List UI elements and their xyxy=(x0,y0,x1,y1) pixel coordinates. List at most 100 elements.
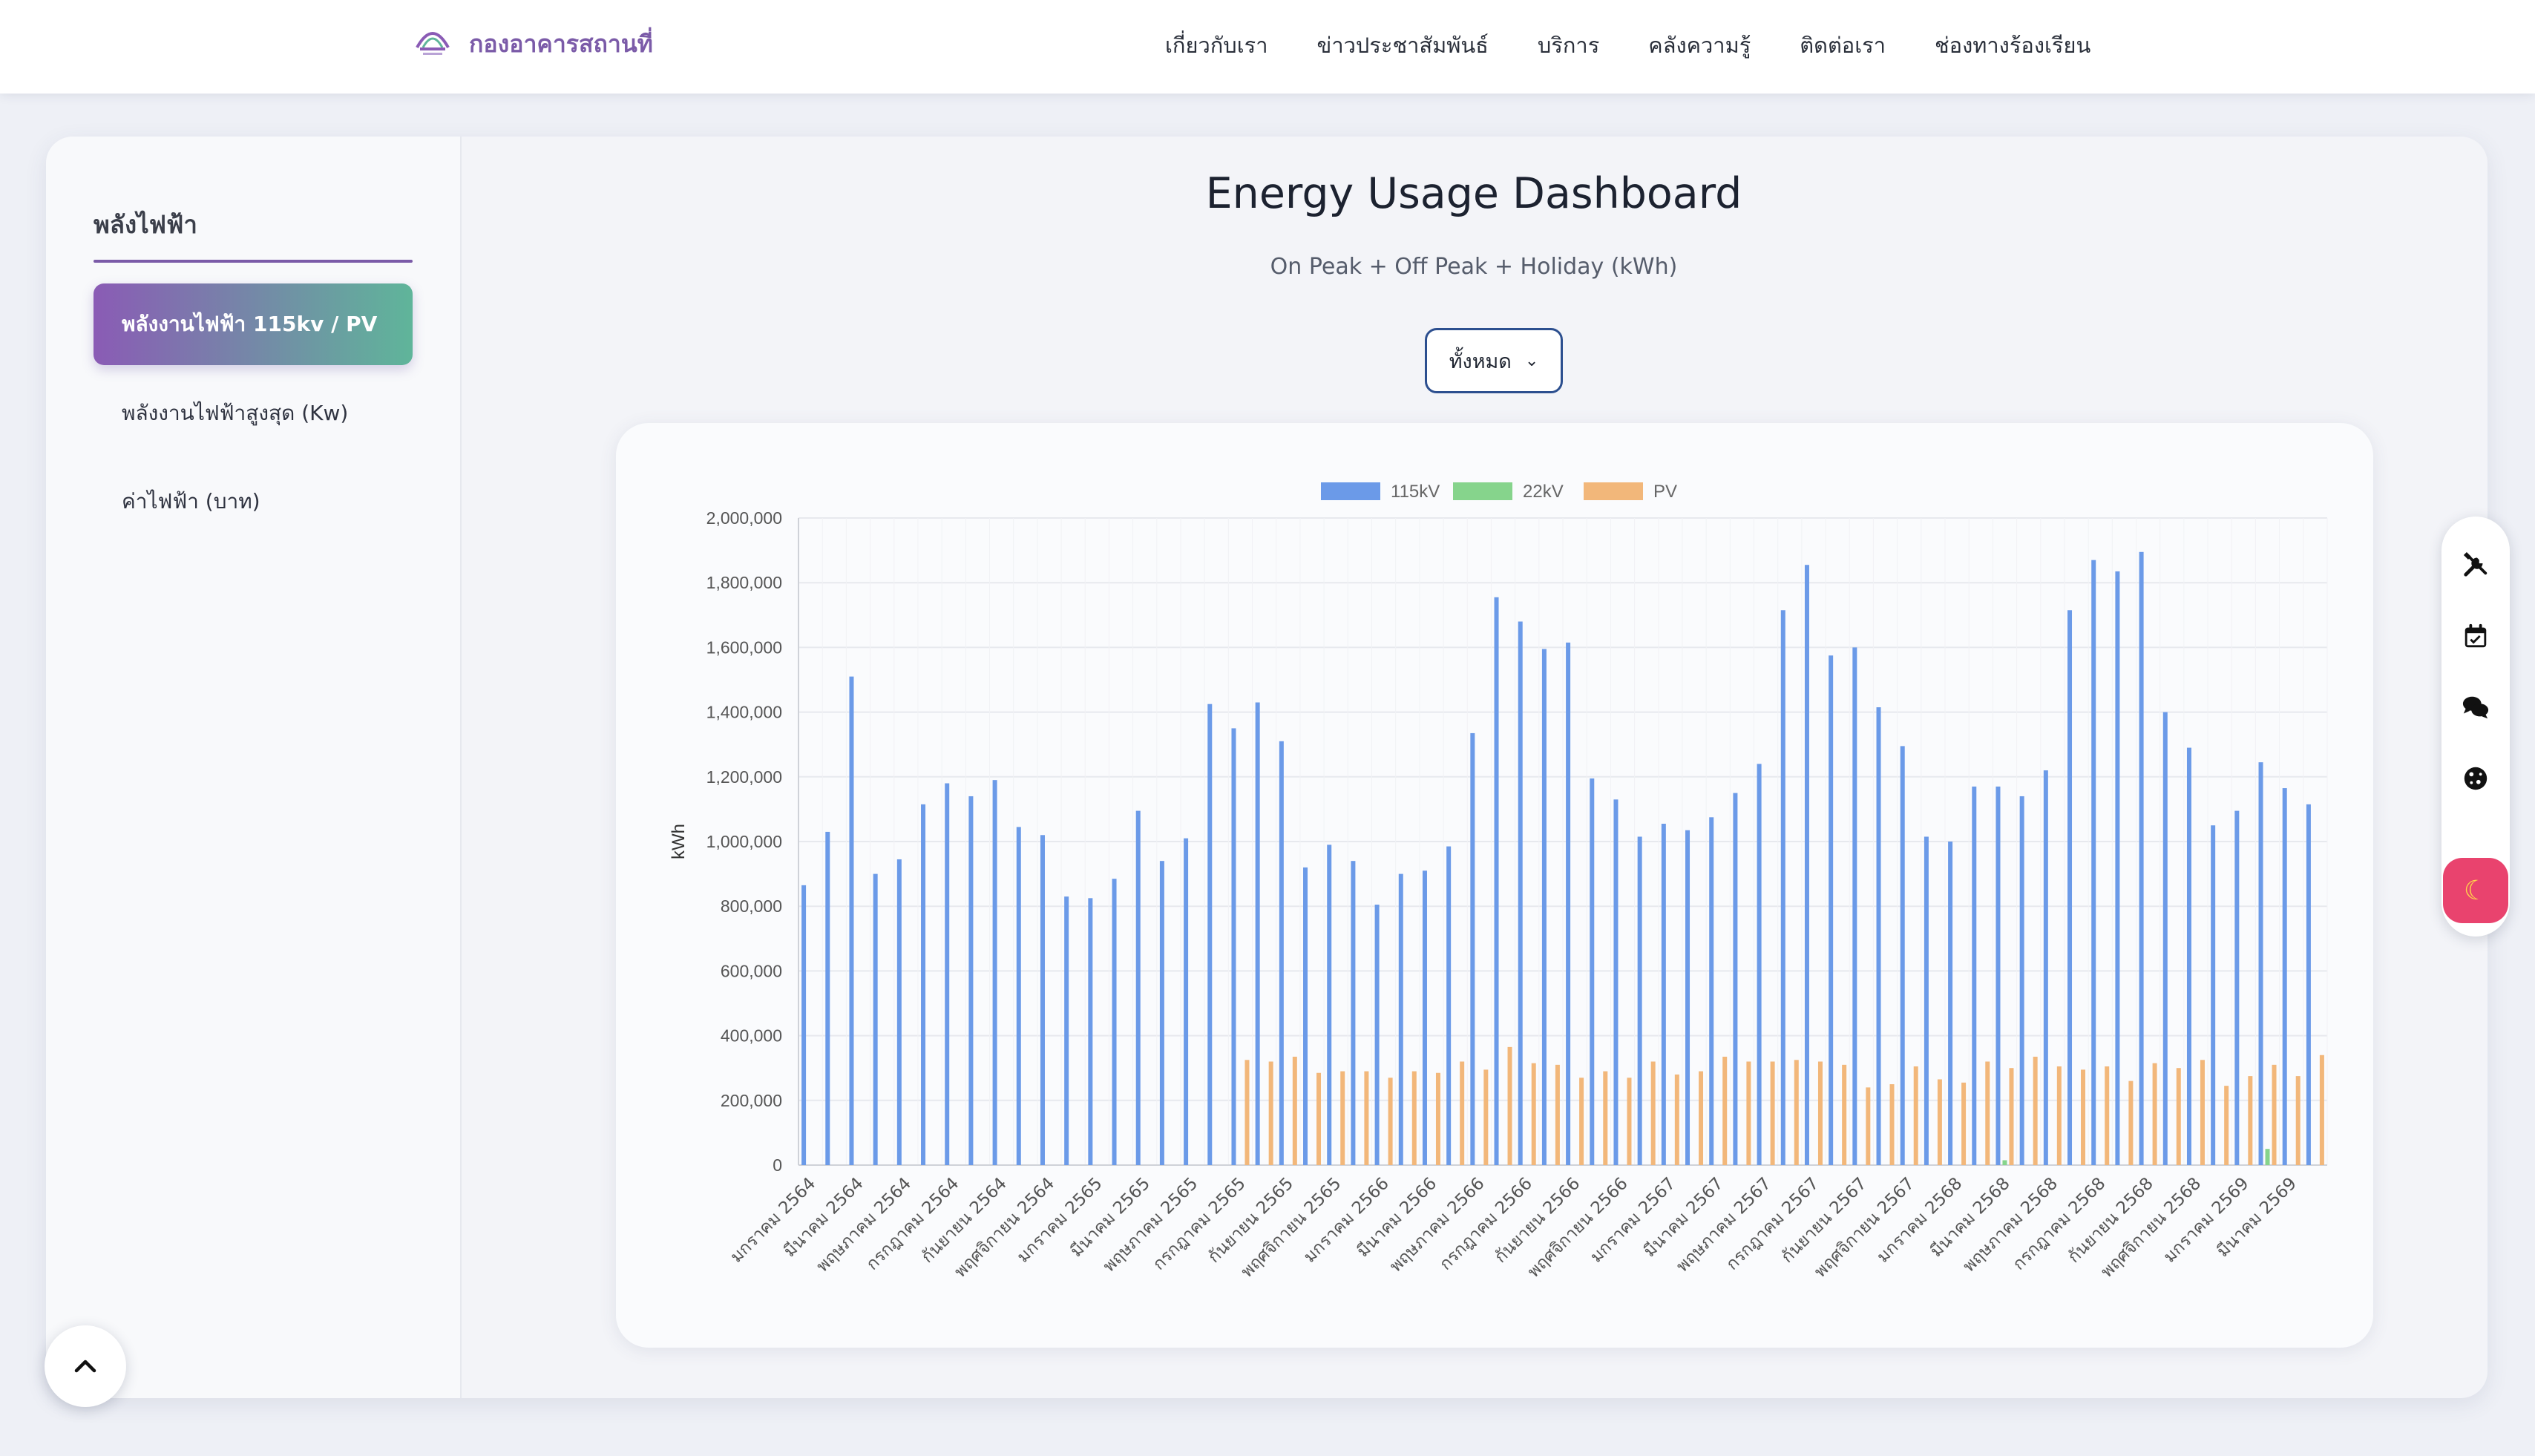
bar-115kV xyxy=(992,780,997,1165)
nav-services[interactable]: บริการ xyxy=(1537,33,1600,58)
bar-115kV xyxy=(873,873,878,1165)
bar-115kV xyxy=(1613,799,1619,1165)
bar-115kV xyxy=(1398,873,1403,1165)
bar-PV xyxy=(1985,1061,1990,1165)
bar-115kV xyxy=(968,796,974,1165)
bar-PV xyxy=(1961,1082,1967,1165)
bar-115kV xyxy=(2139,551,2144,1165)
bar-115kV xyxy=(1780,610,1785,1165)
energy-bar-chart: 0 200,000 400,000 600,000 800,000 1,000,000 1,… xyxy=(669,482,2328,1282)
bar-PV xyxy=(1507,1046,1512,1165)
bar-115kV xyxy=(1016,827,1021,1165)
bar-PV xyxy=(2319,1055,2324,1165)
bar-PV xyxy=(2224,1086,2229,1165)
bar-115kV xyxy=(1327,845,1332,1165)
bar-115kV xyxy=(2211,825,2216,1165)
bar-PV xyxy=(2248,1076,2253,1165)
bar-115kV xyxy=(1064,896,1069,1165)
main-nav: เกี่ยวกับเรา ข่าวประชาสัมพันธ์ บริการ คล… xyxy=(1165,28,2139,62)
bar-115kV xyxy=(945,783,950,1165)
bar-115kV xyxy=(2043,770,2048,1165)
cookie-button[interactable] xyxy=(2441,745,2510,812)
bar-PV xyxy=(1340,1071,1345,1165)
calendar-icon xyxy=(2465,623,2487,648)
brand-name[interactable]: กองอาคารสถานที่ xyxy=(469,30,653,58)
bar-PV xyxy=(1842,1064,1847,1165)
x-tick-label: กันยายน 2566 xyxy=(1491,1174,1584,1267)
bar-115kV xyxy=(2162,712,2168,1165)
bar-PV xyxy=(1913,1066,1918,1165)
bar-115kV xyxy=(1159,861,1164,1165)
calendar-button[interactable] xyxy=(2441,603,2510,669)
bar-115kV xyxy=(825,831,830,1165)
sidebar-underline xyxy=(94,260,413,263)
bar-115kV xyxy=(849,676,854,1165)
nav-news[interactable]: ข่าวประชาสัมพันธ์ xyxy=(1316,33,1489,58)
bar-115kV xyxy=(1590,778,1595,1165)
bar-PV xyxy=(2105,1066,2110,1165)
dashboard-subtitle: On Peak + Off Peak + Holiday (kWh) xyxy=(1270,254,1678,280)
nav-about[interactable]: เกี่ยวกับเรา xyxy=(1165,33,1268,58)
y-tick-label: 1,800,000 xyxy=(706,573,782,592)
bar-115kV xyxy=(2019,796,2024,1165)
bar-PV xyxy=(1531,1063,1536,1165)
bar-PV xyxy=(1722,1056,1728,1165)
bar-PV xyxy=(1316,1072,1322,1165)
y-tick-label: 2,000,000 xyxy=(706,508,782,528)
bar-PV xyxy=(2081,1069,2086,1165)
bar-22kV xyxy=(2002,1160,2007,1165)
nav-contact[interactable]: ติดต่อเรา xyxy=(1800,33,1886,58)
bar-115kV xyxy=(1566,642,1571,1165)
y-tick-label: 1,600,000 xyxy=(706,637,782,657)
bar-115kV xyxy=(1829,655,1834,1165)
logo-icon[interactable] xyxy=(410,18,456,61)
bar-PV xyxy=(1866,1087,1871,1165)
bar-115kV xyxy=(1733,793,1738,1165)
sidebar-item-peak-power[interactable]: พลังงานไฟฟ้าสูงสุด (Kw) xyxy=(122,401,349,425)
bar-115kV xyxy=(1303,867,1308,1165)
bar-115kV xyxy=(1804,565,1809,1165)
bar-115kV xyxy=(2186,747,2191,1165)
bar-115kV xyxy=(1757,764,1762,1165)
bar-PV xyxy=(1699,1071,1704,1165)
bar-115kV xyxy=(2067,610,2073,1165)
bar-115kV xyxy=(1637,836,1642,1165)
bar-PV xyxy=(1746,1061,1751,1165)
bar-PV xyxy=(1292,1056,1297,1165)
bar-115kV xyxy=(1709,817,1714,1165)
y-tick-label: 1,200,000 xyxy=(706,767,782,787)
chat-button[interactable] xyxy=(2441,674,2510,741)
x-tick-label: กันยายน 2568 xyxy=(2065,1174,2157,1267)
dark-mode-toggle[interactable]: ☾ xyxy=(2443,858,2508,923)
x-tick-label: มกราคม 2565 xyxy=(1014,1174,1106,1267)
bar-115kV xyxy=(2234,810,2240,1165)
bar-PV xyxy=(1483,1069,1489,1165)
chart-card: 0 200,000 400,000 600,000 800,000 1,000,000 1,… xyxy=(616,423,2373,1348)
bar-PV xyxy=(1388,1078,1393,1165)
period-filter-select[interactable]: ทั้งหมด ⌄ xyxy=(1425,328,1563,393)
x-tick-label: มกราคม 2569 xyxy=(2160,1174,2253,1267)
bar-22kV xyxy=(2265,1149,2270,1165)
x-tick-label: มกราคม 2568 xyxy=(1873,1174,1966,1267)
bar-115kV xyxy=(1351,861,1356,1165)
y-tick-label: 0 xyxy=(773,1155,782,1175)
bar-PV xyxy=(2200,1060,2205,1165)
legend-label-22kV: 22kV xyxy=(1523,482,1564,502)
scroll-to-top-button[interactable] xyxy=(45,1325,126,1407)
sidebar-item-electricity-cost[interactable]: ค่าไฟฟ้า (บาท) xyxy=(122,489,260,514)
bar-115kV xyxy=(921,804,926,1165)
bar-PV xyxy=(1674,1074,1679,1165)
bar-PV xyxy=(1579,1078,1584,1165)
nav-knowledge[interactable]: คลังความรู้ xyxy=(1648,33,1751,58)
sidebar-title: พลังไฟฟ้า xyxy=(94,210,197,239)
bar-115kV xyxy=(1470,732,1475,1165)
nav-complaint[interactable]: ช่องทางร้องเรียน xyxy=(1935,33,2091,58)
bar-115kV xyxy=(1446,846,1452,1165)
tools-button[interactable] xyxy=(2441,531,2510,598)
x-tick-label: มกราคม 2567 xyxy=(1587,1174,1679,1267)
bar-PV xyxy=(1937,1079,1942,1165)
bar-115kV xyxy=(1685,830,1690,1165)
period-filter-value: ทั้งหมด xyxy=(1449,350,1512,373)
bar-115kV xyxy=(1279,741,1284,1165)
sidebar-item-energy-115kv-pv[interactable]: พลังงานไฟฟ้า 115kv / PV xyxy=(94,283,413,365)
